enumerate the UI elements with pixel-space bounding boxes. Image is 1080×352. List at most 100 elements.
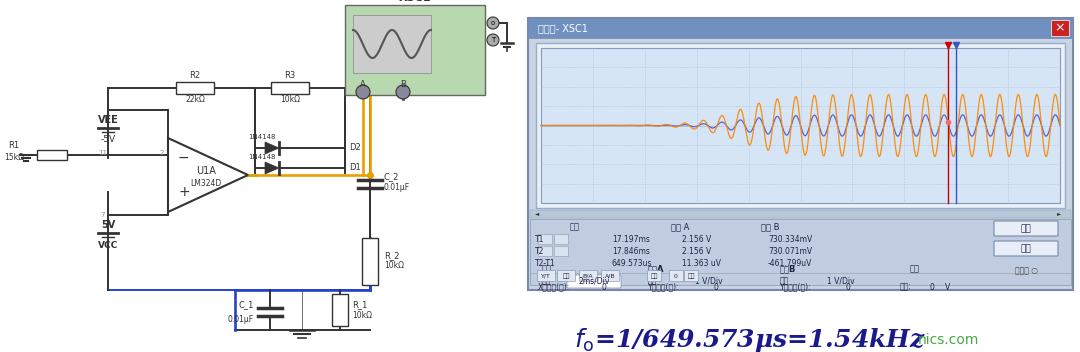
Text: LM324D: LM324D (190, 180, 221, 189)
Text: ×: × (1055, 21, 1065, 34)
Text: 通道 A: 通道 A (671, 222, 689, 232)
Text: T: T (491, 37, 495, 43)
FancyBboxPatch shape (685, 270, 699, 282)
Text: T2-T1: T2-T1 (535, 258, 556, 268)
Bar (37, 150, 67, 160)
Text: R_2: R_2 (384, 251, 400, 260)
FancyBboxPatch shape (670, 270, 684, 282)
Text: 返回: 返回 (1021, 225, 1031, 233)
Text: Y/T: Y/T (541, 274, 551, 278)
Text: 通道B: 通道B (780, 264, 796, 274)
FancyBboxPatch shape (648, 270, 661, 282)
Text: 交流: 交流 (650, 273, 658, 279)
Text: 0.01μF: 0.01μF (228, 315, 254, 325)
Circle shape (356, 85, 370, 99)
Text: 649.573us: 649.573us (612, 258, 652, 268)
Text: 1N4148: 1N4148 (248, 154, 275, 160)
Text: 0: 0 (602, 283, 607, 291)
Bar (0, 5, 490, 345)
Text: ►: ► (1057, 212, 1062, 216)
Text: 0: 0 (713, 283, 718, 291)
Text: 730.071mV: 730.071mV (768, 246, 812, 256)
Text: 15kΩ: 15kΩ (4, 153, 24, 163)
FancyBboxPatch shape (580, 270, 597, 282)
Bar (538, 246, 552, 256)
Text: 刻度: 刻度 (542, 277, 551, 285)
Text: R1: R1 (9, 140, 19, 150)
Circle shape (487, 34, 499, 46)
Bar (353, 15, 431, 73)
Text: C_2: C_2 (384, 172, 400, 182)
Bar (528, 18, 1074, 290)
Text: 时基: 时基 (542, 264, 552, 274)
Text: 17.846ms: 17.846ms (612, 246, 650, 256)
Text: 保存: 保存 (1021, 245, 1031, 253)
Text: 触发: 触发 (910, 264, 920, 274)
Bar (530, 219, 1071, 285)
Text: VEE: VEE (97, 115, 119, 125)
Text: 10kΩ: 10kΩ (384, 262, 404, 270)
Text: 扫描率 ○: 扫描率 ○ (1014, 266, 1038, 276)
Text: 直流: 直流 (687, 273, 694, 279)
FancyBboxPatch shape (567, 275, 621, 288)
Text: 添加: 添加 (563, 273, 570, 279)
Bar (271, 82, 309, 94)
Text: 17.197ms: 17.197ms (612, 234, 650, 244)
Text: −: − (178, 151, 190, 165)
Text: 0.01μF: 0.01μF (384, 182, 410, 191)
Text: A: A (360, 80, 366, 89)
Text: $\mathit{f}_{\mathrm{o}}$=1/649.573μs=1.54kHz: $\mathit{f}_{\mathrm{o}}$=1/649.573μs=1.… (573, 326, 926, 352)
Text: 10kΩ: 10kΩ (352, 310, 372, 320)
Text: 2: 2 (160, 150, 164, 156)
Bar (332, 294, 348, 326)
Circle shape (396, 85, 410, 99)
Text: 1N4148: 1N4148 (248, 134, 275, 140)
Text: A/B: A/B (605, 274, 616, 278)
Text: T1: T1 (535, 234, 544, 244)
FancyBboxPatch shape (994, 221, 1058, 236)
Text: 0: 0 (845, 283, 850, 291)
Text: R2: R2 (189, 70, 201, 80)
Polygon shape (265, 162, 279, 174)
Text: 刻度: 刻度 (648, 277, 658, 285)
FancyBboxPatch shape (538, 270, 555, 282)
Text: 1 V/Div: 1 V/Div (827, 277, 854, 285)
FancyBboxPatch shape (602, 270, 620, 282)
Text: -5V: -5V (100, 136, 116, 145)
Text: 11.363 uV: 11.363 uV (681, 258, 721, 268)
Bar (536, 43, 1065, 208)
Text: 刻度: 刻度 (780, 277, 789, 285)
Text: 7: 7 (100, 212, 105, 218)
Text: R_1: R_1 (352, 301, 367, 309)
Text: 2.156 V: 2.156 V (681, 234, 712, 244)
Text: 通道A: 通道A (648, 264, 664, 274)
Text: B/A: B/A (583, 274, 593, 278)
Text: o: o (491, 20, 495, 26)
Bar (538, 234, 552, 244)
Text: T2: T2 (535, 246, 544, 256)
Text: 0: 0 (674, 274, 678, 278)
Text: 2.156 V: 2.156 V (681, 246, 712, 256)
Text: nics.com: nics.com (918, 333, 980, 347)
Text: B: B (400, 80, 406, 89)
Text: 10kΩ: 10kΩ (280, 94, 300, 103)
Circle shape (487, 17, 499, 29)
Text: ◄: ◄ (535, 212, 539, 216)
Bar (554, 234, 568, 244)
Text: U1A: U1A (195, 166, 216, 176)
Text: V: V (945, 283, 950, 291)
Text: VCC: VCC (98, 240, 118, 250)
Text: C_1: C_1 (239, 301, 254, 309)
Text: R3: R3 (284, 70, 296, 80)
Text: 时间: 时间 (570, 222, 580, 232)
Bar (554, 246, 568, 256)
FancyBboxPatch shape (994, 241, 1058, 256)
Text: 22kΩ: 22kΩ (185, 94, 205, 103)
Bar (528, 18, 1074, 38)
Text: Y轴位移(格):: Y轴位移(格): (780, 283, 812, 291)
Text: 示波器- XSC1: 示波器- XSC1 (538, 23, 588, 33)
Bar (345, 5, 485, 95)
Text: D2: D2 (349, 144, 361, 152)
Text: 通道 B: 通道 B (760, 222, 780, 232)
Text: -461.799uV: -461.799uV (768, 258, 812, 268)
